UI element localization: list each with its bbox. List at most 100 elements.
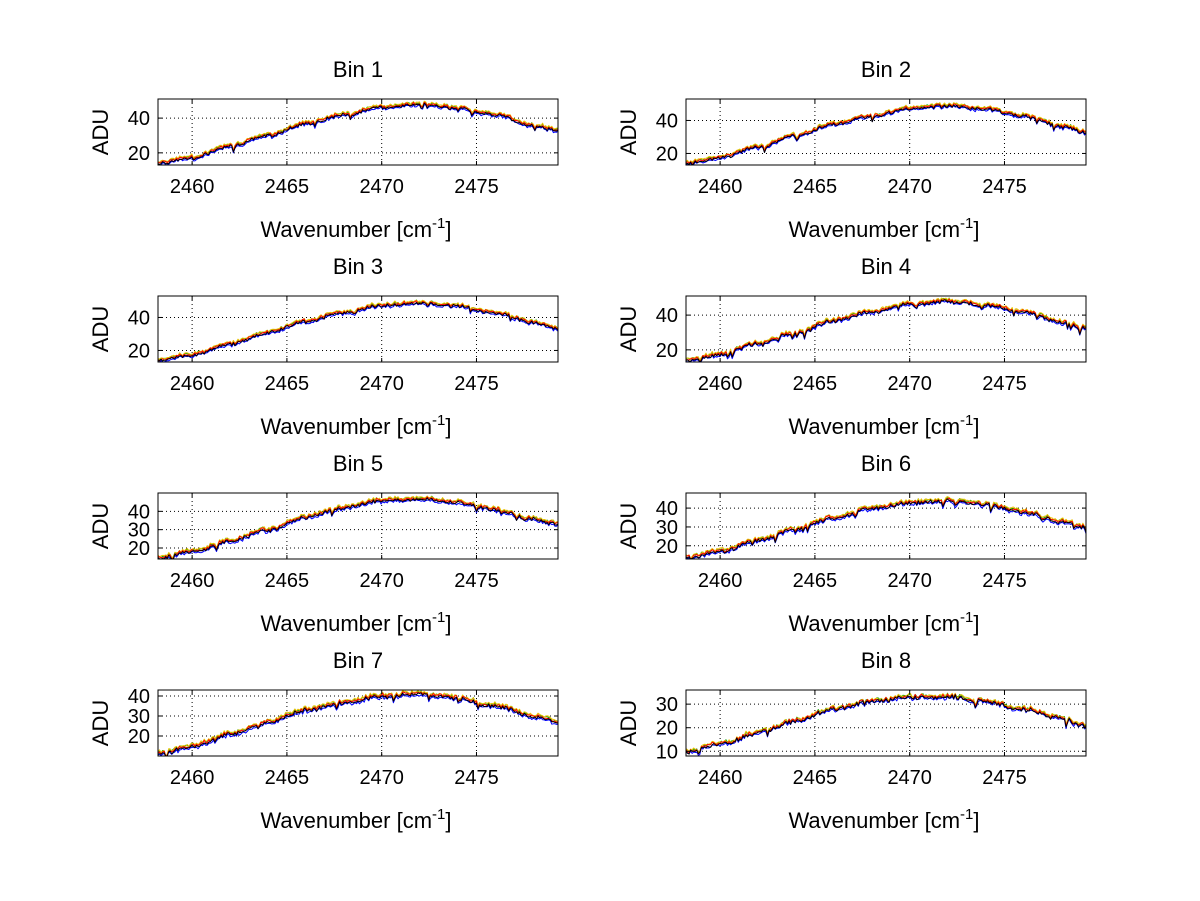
x-axis-label: Wavenumber [cm-1] — [788, 609, 979, 636]
y-tick-label: 30 — [128, 706, 150, 728]
series-line — [685, 694, 1087, 755]
x-tick-label: 2460 — [698, 176, 743, 198]
y-axis-label: ADU — [88, 306, 113, 352]
axes-frame — [157, 295, 559, 363]
y-tick-label: 40 — [128, 307, 150, 329]
x-tick-label: 2460 — [698, 767, 743, 789]
series-line — [157, 495, 559, 559]
x-axis-label: Wavenumber [cm-1] — [260, 609, 451, 636]
x-tick-label: 2470 — [359, 767, 404, 789]
subplot-title: Bin 4 — [861, 254, 911, 279]
x-axis-label-end: ] — [973, 217, 979, 242]
y-axis-label: ADU — [616, 503, 641, 549]
x-tick-label: 2475 — [454, 373, 499, 395]
x-tick-label: 2465 — [793, 767, 838, 789]
x-tick-label: 2475 — [454, 570, 499, 592]
y-tick-label: 20 — [128, 340, 150, 362]
x-axis-label-sup: -1 — [960, 412, 973, 429]
y-axis-label: ADU — [88, 503, 113, 549]
x-axis-label-end: ] — [445, 217, 451, 242]
y-tick-label: 20 — [656, 340, 678, 362]
series-line — [685, 498, 1087, 560]
series-line — [685, 693, 1087, 755]
x-axis-label-main: Wavenumber [cm — [788, 414, 960, 439]
y-tick-label: 20 — [656, 536, 678, 558]
subplot-title: Bin 1 — [333, 57, 383, 82]
series-line — [685, 692, 1087, 754]
y-tick-label: 30 — [128, 520, 150, 542]
x-tick-label: 2475 — [454, 767, 499, 789]
y-tick-label: 40 — [656, 110, 678, 132]
x-axis-label-sup: -1 — [432, 609, 445, 626]
x-tick-label: 2460 — [698, 570, 743, 592]
y-tick-label: 40 — [656, 498, 678, 520]
subplot-title: Bin 7 — [333, 648, 383, 673]
x-tick-label: 2475 — [982, 767, 1027, 789]
subplot-1: Bin 1 2460 2465 2470 2475 20 40 ADU Wavenumber [… — [88, 57, 559, 242]
series-line — [157, 693, 558, 757]
series-line — [157, 102, 559, 165]
axes-frame — [157, 98, 559, 166]
series-line — [685, 692, 1087, 753]
x-axis-label-end: ] — [445, 808, 451, 833]
subplot-title: Bin 2 — [861, 57, 911, 82]
y-tick-label: 20 — [656, 718, 678, 740]
series-line — [685, 102, 1087, 164]
x-tick-label: 2475 — [982, 373, 1027, 395]
x-tick-label: 2470 — [887, 373, 932, 395]
series-line — [157, 300, 559, 362]
subplot-3: Bin 3 2460 2465 2470 2475 20 40 ADU Wavenumber [… — [88, 254, 559, 439]
x-axis-label-sup: -1 — [960, 609, 973, 626]
series-line — [685, 497, 1087, 560]
y-tick-label: 10 — [656, 741, 678, 763]
x-axis-label-main: Wavenumber [cm — [788, 217, 960, 242]
y-tick-label: 40 — [128, 686, 150, 708]
x-axis-label-main: Wavenumber [cm — [260, 808, 432, 833]
series-line — [157, 497, 559, 560]
x-axis-label: Wavenumber [cm-1] — [788, 806, 979, 833]
axes-frame — [685, 98, 1087, 166]
x-axis-label-sup: -1 — [432, 806, 445, 823]
x-tick-label: 2475 — [982, 176, 1027, 198]
x-tick-label: 2460 — [170, 373, 215, 395]
y-tick-label: 20 — [128, 538, 150, 560]
x-tick-label: 2465 — [793, 176, 838, 198]
x-axis-label-end: ] — [973, 808, 979, 833]
x-tick-label: 2465 — [265, 373, 310, 395]
x-axis-label-main: Wavenumber [cm — [260, 414, 432, 439]
series-line — [685, 299, 1087, 363]
x-tick-label: 2470 — [359, 373, 404, 395]
x-tick-label: 2460 — [170, 176, 215, 198]
x-axis-label: Wavenumber [cm-1] — [788, 412, 979, 439]
axes-frame — [685, 295, 1087, 363]
series-line — [157, 301, 559, 362]
y-axis-label: ADU — [616, 109, 641, 155]
x-axis-label-main: Wavenumber [cm — [788, 808, 960, 833]
series-line — [157, 101, 559, 164]
y-tick-label: 40 — [128, 501, 150, 523]
y-tick-label: 30 — [656, 694, 678, 716]
x-axis-label-sup: -1 — [960, 215, 973, 232]
y-tick-label: 20 — [128, 143, 150, 165]
x-tick-label: 2465 — [265, 176, 310, 198]
subplot-4: Bin 4 2460 2465 2470 2475 20 40 ADU Wavenumber [… — [616, 254, 1087, 439]
series-line — [685, 103, 1087, 164]
subplot-title: Bin 8 — [861, 648, 911, 673]
y-tick-label: 40 — [128, 108, 150, 130]
x-axis-label-end: ] — [973, 611, 979, 636]
x-tick-label: 2465 — [793, 373, 838, 395]
x-axis-label-end: ] — [973, 414, 979, 439]
x-axis-label: Wavenumber [cm-1] — [260, 412, 451, 439]
axes-frame — [685, 492, 1087, 560]
x-tick-label: 2460 — [170, 570, 215, 592]
subplot-title: Bin 5 — [333, 451, 383, 476]
axes-frame — [685, 689, 1087, 757]
x-axis-label-end: ] — [445, 611, 451, 636]
x-tick-label: 2470 — [887, 767, 932, 789]
x-tick-label: 2460 — [698, 373, 743, 395]
subplot-title: Bin 6 — [861, 451, 911, 476]
